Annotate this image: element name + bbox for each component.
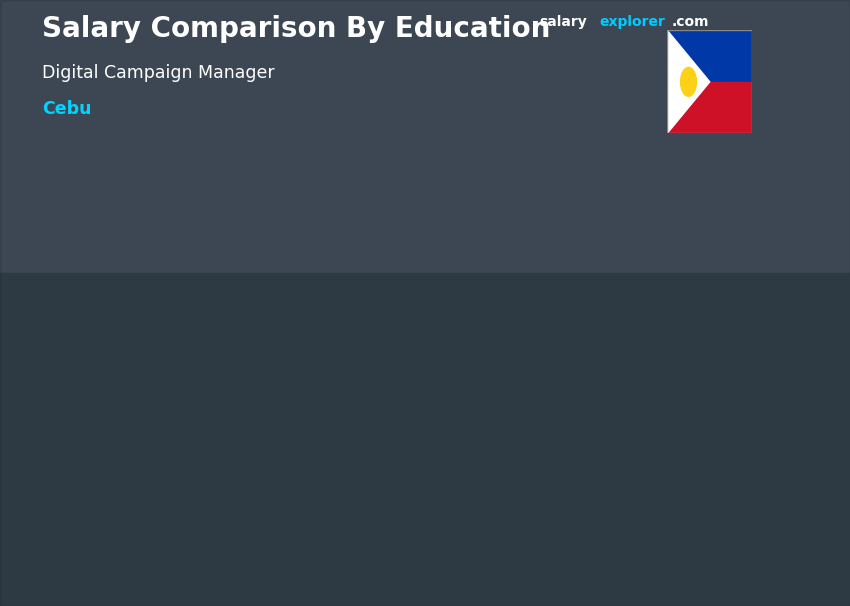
Text: salary: salary [540, 15, 587, 29]
Bar [190, 417, 196, 497]
Text: Salary Comparison By Education: Salary Comparison By Education [42, 15, 551, 43]
Bar [667, 82, 752, 133]
Bar [122, 417, 213, 497]
Text: 68,300 PHP: 68,300 PHP [674, 321, 741, 334]
Text: explorer: explorer [599, 15, 665, 29]
Bar [454, 368, 545, 497]
Text: Cebu: Cebu [42, 100, 92, 118]
Bar [688, 341, 694, 497]
Bar [0, 0, 850, 273]
Text: +41%: +41% [382, 293, 450, 313]
Text: 40,000 PHP: 40,000 PHP [217, 384, 284, 398]
Bar [303, 405, 314, 497]
Text: 56,400 PHP: 56,400 PHP [382, 348, 450, 361]
Bar [620, 341, 711, 497]
Bar [521, 368, 529, 497]
Text: 35,000 PHP: 35,000 PHP [42, 396, 110, 409]
Text: +21%: +21% [549, 271, 616, 291]
Bar [0, 273, 850, 606]
Y-axis label: Average Monthly Salary: Average Monthly Salary [785, 336, 795, 452]
Text: .com: .com [672, 15, 709, 29]
Bar [288, 405, 379, 497]
Text: +14%: +14% [218, 315, 282, 334]
Bar [355, 405, 363, 497]
Bar [468, 368, 479, 497]
Polygon shape [667, 30, 710, 133]
Bar [136, 417, 147, 497]
Bar [634, 341, 645, 497]
Circle shape [681, 67, 696, 96]
Text: Digital Campaign Manager: Digital Campaign Manager [42, 64, 275, 82]
Bar [667, 30, 752, 82]
